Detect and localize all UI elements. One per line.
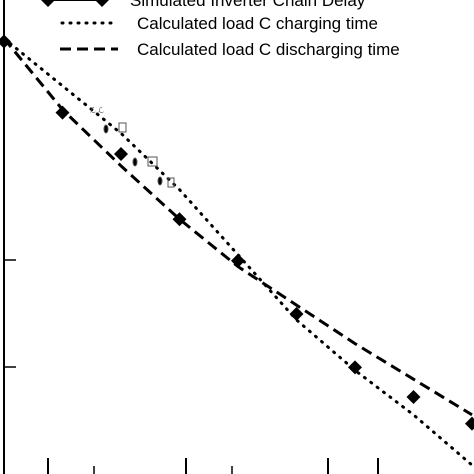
x-axis <box>47 458 379 474</box>
stray-glyph <box>132 157 138 167</box>
data-point <box>172 212 187 227</box>
data-point <box>348 360 362 375</box>
stray-glyph <box>147 156 158 167</box>
data-point <box>406 389 421 404</box>
legend: Simulated Inverter Chain Delay Calculated… <box>41 0 400 59</box>
legend-entry: Simulated Inverter Chain Delay <box>130 0 366 10</box>
legend-entry: Calculated load C discharging time <box>137 40 400 59</box>
data-point <box>114 147 128 162</box>
data-point <box>465 416 474 431</box>
legend-swatch <box>95 0 109 7</box>
data-point <box>0 34 11 49</box>
stray-glyph <box>157 176 163 186</box>
series-line <box>2 37 474 467</box>
data-point <box>55 105 70 120</box>
legend-entry: Calculated load C charging time <box>137 14 378 33</box>
data-point <box>289 307 304 322</box>
data-point <box>231 253 245 268</box>
stray-glyph <box>103 124 109 134</box>
stray-glyph: ℒ ℒ <box>90 106 104 115</box>
stray-glyphs: ℒ ℒ <box>90 106 175 188</box>
stray-glyph <box>167 177 175 188</box>
stray-glyph <box>118 122 127 133</box>
series-markers <box>0 34 474 431</box>
series-lines <box>2 37 474 467</box>
legend-swatch <box>41 0 55 7</box>
